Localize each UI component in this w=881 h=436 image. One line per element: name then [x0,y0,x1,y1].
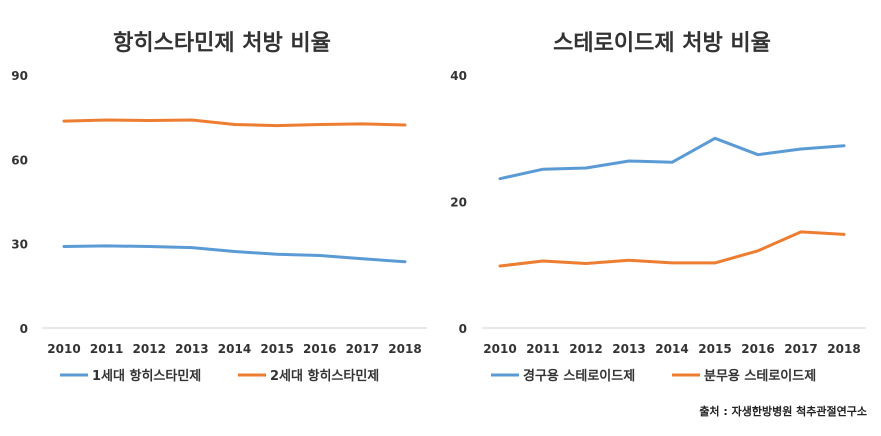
x-tick-label: 2018 [388,342,421,356]
source-note: 출처 : 자생한방병원 척추관절연구소 [699,405,867,418]
x-tick-label: 2012 [133,342,166,356]
x-tick-label: 2017 [784,342,817,356]
x-tick-label: 2018 [827,342,860,356]
x-tick-label: 2010 [483,342,516,356]
x-tick-label: 2011 [526,342,559,356]
x-tick-label: 2013 [175,342,208,356]
x-tick-label: 2014 [218,342,251,356]
y-tick-label: 40 [450,69,467,83]
x-tick-label: 2011 [90,342,123,356]
chart-title: 항히스타민제 처방 비율 [113,31,331,56]
y-tick-label: 0 [20,322,28,336]
x-tick-label: 2012 [569,342,602,356]
x-tick-label: 2013 [612,342,645,356]
y-tick-label: 20 [450,196,467,210]
x-tick-label: 2010 [47,342,80,356]
legend-label-1: 1세대 항히스타민제 [92,368,201,384]
x-tick-label: 2017 [346,342,379,356]
series-line-2 [498,230,846,268]
series-line-1 [498,136,846,181]
legend-label-2: 분무용 스테로이드제 [704,368,816,384]
series-line-1 [62,244,407,264]
legend-label-1: 경구용 스테로이드제 [523,368,635,384]
x-tick-label: 2015 [698,342,731,356]
y-tick-label: 60 [11,153,28,167]
series-line-2 [62,118,407,128]
y-tick-label: 90 [11,69,28,83]
x-tick-label: 2016 [303,342,336,356]
legend-label-2: 2세대 항히스타민제 [270,368,379,384]
x-tick-label: 2014 [655,342,688,356]
y-tick-label: 0 [459,322,467,336]
chart-title: 스테로이드제 처방 비율 [553,31,771,56]
y-tick-label: 30 [11,238,28,252]
x-tick-label: 2016 [741,342,774,356]
x-tick-label: 2015 [260,342,293,356]
